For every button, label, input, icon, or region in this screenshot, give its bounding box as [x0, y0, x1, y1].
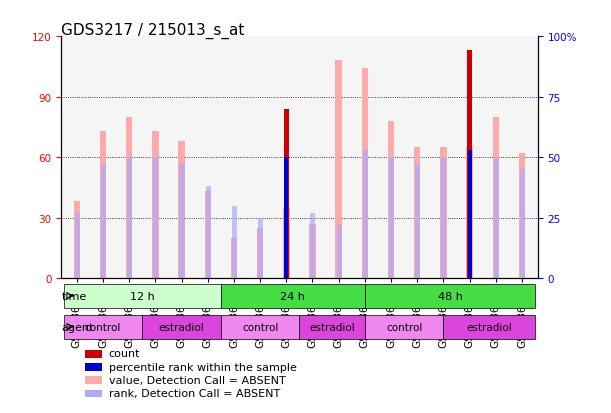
Bar — [415, 165, 420, 278]
FancyBboxPatch shape — [64, 315, 142, 339]
FancyBboxPatch shape — [365, 315, 444, 339]
Text: rank, Detection Call = ABSENT: rank, Detection Call = ABSENT — [109, 388, 280, 398]
Bar — [178, 142, 185, 278]
Bar — [152, 132, 159, 278]
Bar — [283, 208, 290, 278]
Bar — [335, 61, 342, 278]
Bar — [85, 389, 101, 397]
Text: control: control — [386, 322, 422, 332]
Bar — [85, 376, 101, 384]
Bar — [153, 158, 158, 278]
Bar — [520, 170, 525, 278]
Bar — [85, 363, 101, 371]
Bar — [440, 148, 447, 278]
Bar — [466, 148, 473, 278]
Bar — [85, 350, 101, 358]
Text: estradiol: estradiol — [309, 322, 355, 332]
Text: estradiol: estradiol — [466, 322, 512, 332]
Bar — [284, 158, 288, 278]
Bar — [100, 132, 106, 278]
FancyBboxPatch shape — [221, 284, 365, 308]
Bar — [363, 151, 368, 278]
Bar — [414, 148, 420, 278]
Bar — [127, 158, 132, 278]
Text: percentile rank within the sample: percentile rank within the sample — [109, 362, 296, 372]
Text: GDS3217 / 215013_s_at: GDS3217 / 215013_s_at — [61, 23, 244, 39]
Bar — [519, 154, 525, 278]
Text: 12 h: 12 h — [130, 291, 155, 301]
Text: time: time — [61, 291, 87, 301]
Bar — [441, 158, 447, 278]
Bar — [309, 224, 316, 278]
Bar — [362, 69, 368, 278]
Text: 24 h: 24 h — [280, 291, 306, 301]
FancyBboxPatch shape — [299, 315, 365, 339]
Bar — [73, 202, 80, 278]
Bar — [284, 109, 289, 278]
FancyBboxPatch shape — [142, 315, 221, 339]
FancyBboxPatch shape — [64, 284, 221, 308]
Bar — [310, 213, 315, 278]
Bar — [101, 165, 106, 278]
Bar — [467, 51, 472, 278]
Bar — [206, 187, 211, 278]
Bar — [494, 158, 499, 278]
Bar — [205, 192, 211, 278]
Bar — [388, 121, 394, 278]
Bar — [231, 238, 237, 278]
Bar — [232, 206, 237, 278]
Text: estradiol: estradiol — [159, 322, 205, 332]
Bar — [389, 158, 394, 278]
Bar — [257, 228, 263, 278]
Bar — [180, 165, 185, 278]
Text: count: count — [109, 349, 141, 358]
Text: control: control — [85, 322, 121, 332]
Text: control: control — [242, 322, 278, 332]
Bar — [337, 225, 342, 278]
Bar — [492, 118, 499, 278]
FancyBboxPatch shape — [365, 284, 535, 308]
Bar — [126, 118, 133, 278]
Bar — [467, 151, 472, 278]
FancyBboxPatch shape — [221, 315, 299, 339]
Text: 48 h: 48 h — [437, 291, 463, 301]
Text: agent: agent — [61, 322, 93, 332]
FancyBboxPatch shape — [444, 315, 535, 339]
Bar — [75, 213, 80, 278]
Text: value, Detection Call = ABSENT: value, Detection Call = ABSENT — [109, 375, 285, 385]
Bar — [258, 218, 263, 278]
